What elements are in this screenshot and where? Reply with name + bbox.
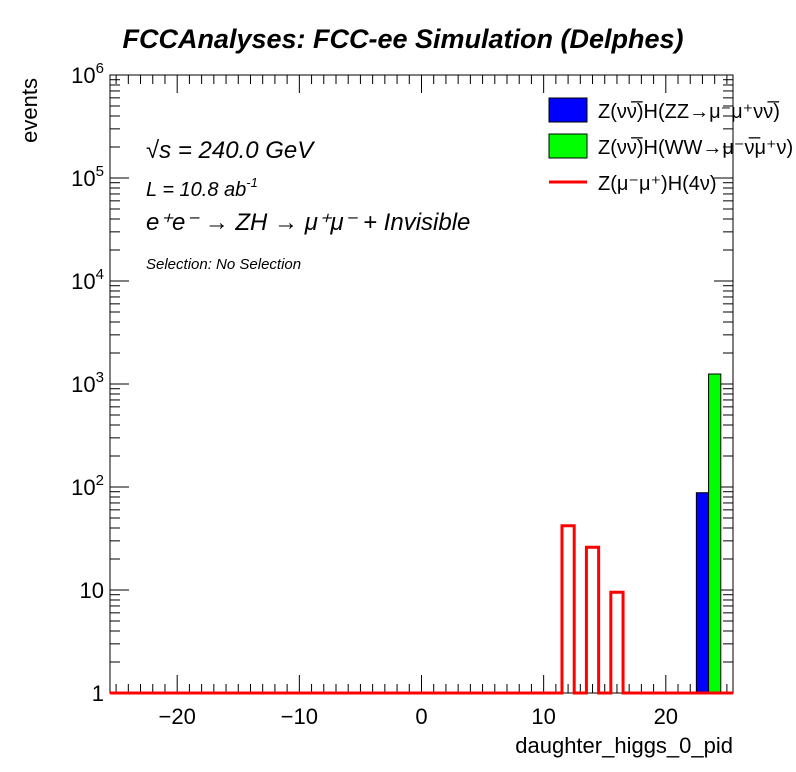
sqrt-s-annotation: √s = 240.0 GeV	[146, 137, 315, 164]
y-tick-exponent: 4	[96, 266, 104, 283]
legend-label-4nu: Z(μ⁻μ⁺)H(4ν)	[598, 173, 717, 195]
process-annotation: e⁺e⁻ → ZH → μ⁺μ⁻ + Invisible	[146, 209, 470, 236]
y-tick-label: 1	[92, 681, 104, 706]
y-tick-label: 105	[71, 163, 104, 191]
selection-annotation: Selection: No Selection	[146, 256, 301, 273]
y-tick-exponent: 2	[96, 472, 104, 489]
x-tick-label: −20	[159, 704, 196, 729]
y-tick-exponent: 3	[96, 369, 104, 386]
legend-swatch-ww	[548, 133, 588, 159]
x-tick-label: −10	[281, 704, 318, 729]
y-tick-base: 10	[71, 166, 95, 191]
y-tick-base: 10	[71, 372, 95, 397]
y-tick-label: 10	[80, 578, 104, 603]
y-tick-label: 103	[71, 369, 104, 397]
y-tick-base: 10	[71, 475, 95, 500]
x-tick-label: 10	[531, 704, 555, 729]
histogram-bin-filled-1	[708, 373, 722, 694]
histogram-bars	[110, 373, 733, 695]
plot-frame	[109, 74, 734, 694]
legend-label-zz: Z(νν̅)H(ZZ→μ⁻μ⁺νν̅)	[598, 100, 780, 123]
y-tick-base: 10	[71, 63, 95, 88]
legend-label-ww: Z(νν̅)H(WW→μ⁻ν̅μ⁺ν)	[598, 136, 793, 159]
y-tick-label: 106	[71, 60, 104, 88]
x-tick-label: 20	[654, 704, 678, 729]
x-axis-label: daughter_higgs_0_pid	[515, 733, 733, 758]
x-tick-label: 0	[415, 704, 427, 729]
chart-title: FCCAnalyses: FCC-ee Simulation (Delphes)	[122, 24, 683, 54]
y-tick-exponent: 5	[96, 163, 104, 180]
y-tick-label: 102	[71, 472, 104, 500]
luminosity-annotation: L = 10.8 ab-1	[146, 175, 258, 201]
y-tick-base: 10	[71, 269, 95, 294]
y-axis-label: events	[17, 78, 42, 143]
luminosity-base: L = 10.8 ab	[146, 179, 246, 201]
legend: Z(νν̅)H(ZZ→μ⁻μ⁺νν̅) Z(νν̅)H(WW→μ⁻ν̅μ⁺ν) …	[548, 97, 793, 195]
luminosity-exponent: -1	[246, 175, 258, 190]
histogram-bin-filled-0	[695, 492, 710, 694]
y-tick-label: 104	[71, 266, 104, 294]
y-tick-exponent: 6	[96, 60, 104, 77]
legend-swatch-zz	[548, 97, 588, 123]
histogram-step-line-2	[110, 524, 733, 695]
